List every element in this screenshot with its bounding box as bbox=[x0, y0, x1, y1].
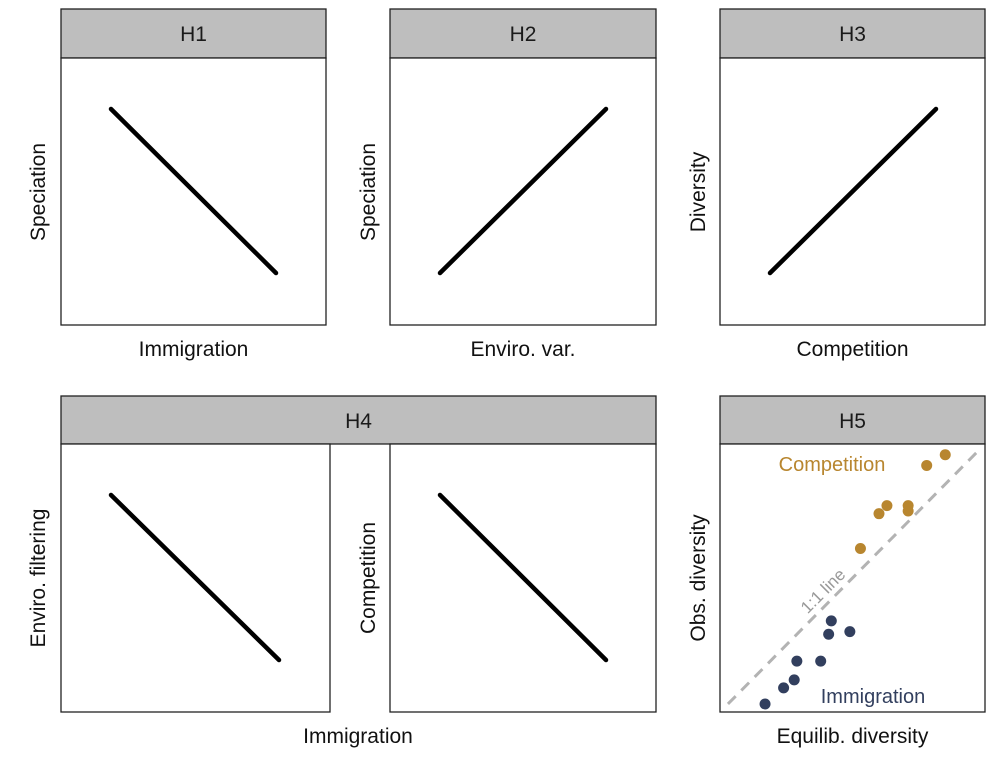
panel-h2: H2 Enviro. var. Speciation bbox=[357, 8, 657, 361]
immigration-point bbox=[759, 698, 771, 710]
competition-point bbox=[873, 508, 885, 520]
immigration-point bbox=[788, 674, 800, 686]
h4a-trend-line bbox=[108, 492, 282, 663]
h1-x-axis-label: Immigration bbox=[139, 338, 249, 361]
h2-trend-line bbox=[437, 106, 609, 276]
h4b-trend-line bbox=[437, 492, 609, 663]
immigration-point bbox=[778, 682, 790, 694]
panel-h3: H3 Competition Diversity bbox=[687, 8, 986, 361]
h1-strip-label: H1 bbox=[180, 23, 207, 46]
h2-x-axis-label: Enviro. var. bbox=[470, 338, 575, 361]
h5-strip bbox=[719, 395, 986, 445]
panel-h4: H4 Enviro. filtering Competition Immigra… bbox=[27, 395, 657, 748]
h4-x-axis-label: Immigration bbox=[303, 725, 413, 748]
competition-point bbox=[921, 459, 933, 471]
h1-strip bbox=[60, 8, 327, 59]
h2-y-axis-label: Speciation bbox=[357, 143, 380, 241]
h1-trend-line bbox=[108, 106, 279, 276]
h2-strip-label: H2 bbox=[510, 23, 537, 46]
h3-strip bbox=[719, 8, 986, 59]
h5-y-axis-label: Obs. diversity bbox=[687, 514, 710, 642]
h1-y-axis-label: Speciation bbox=[27, 143, 50, 241]
h5-scatter-points bbox=[759, 449, 951, 710]
h4-strip-label: H4 bbox=[345, 410, 372, 433]
one-to-one-reference-line bbox=[726, 450, 979, 706]
immigration-point bbox=[825, 615, 837, 627]
h3-y-axis-label: Diversity bbox=[687, 151, 710, 232]
panel-h5: H5 1:1 line Competition Immigration Equi… bbox=[687, 395, 986, 748]
h3-trend-line bbox=[767, 106, 939, 276]
panel-h1: H1 Immigration Speciation bbox=[27, 8, 327, 361]
h3-x-axis-label: Competition bbox=[796, 338, 908, 361]
competition-point bbox=[902, 500, 914, 512]
h4-strip bbox=[60, 395, 657, 445]
h5-x-axis-label: Equilib. diversity bbox=[777, 725, 929, 748]
immigration-point bbox=[823, 628, 835, 640]
competition-point bbox=[939, 449, 951, 461]
immigration-point bbox=[791, 655, 803, 667]
competition-point bbox=[881, 500, 893, 512]
h5-strip-label: H5 bbox=[839, 410, 866, 433]
h4a-y-axis-label: Enviro. filtering bbox=[27, 509, 50, 648]
immigration-point bbox=[844, 626, 856, 638]
h4b-y-axis-label: Competition bbox=[357, 522, 380, 634]
h3-strip-label: H3 bbox=[839, 23, 866, 46]
series-label-competition: Competition bbox=[779, 454, 886, 476]
series-label-immigration: Immigration bbox=[821, 686, 925, 708]
competition-point bbox=[854, 543, 866, 555]
immigration-point bbox=[815, 655, 827, 667]
